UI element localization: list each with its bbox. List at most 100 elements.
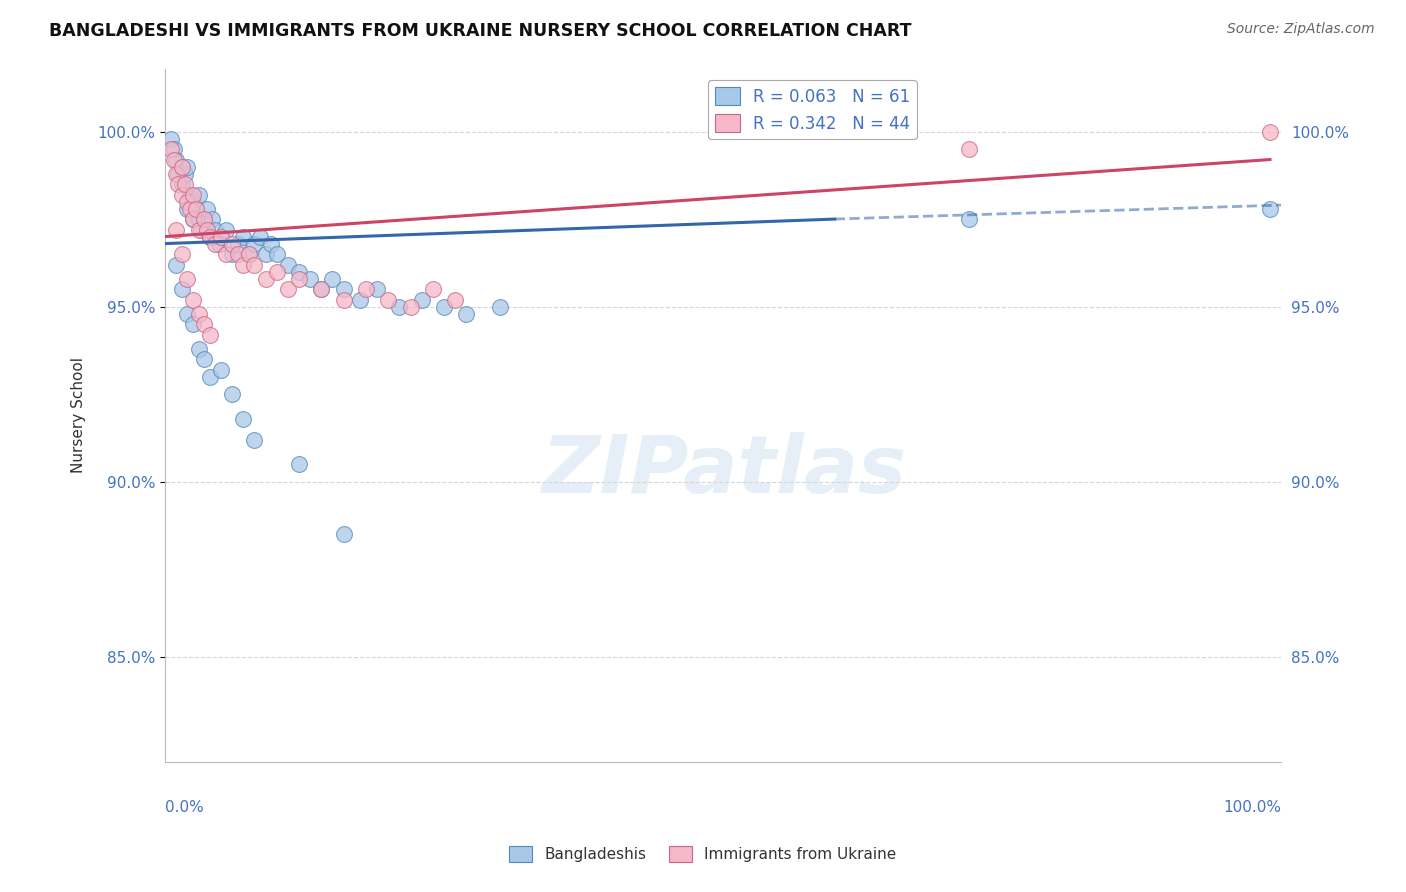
Text: ZIPatlas: ZIPatlas [540,432,905,509]
Point [201,212,224,227]
Text: Source: ZipAtlas.com: Source: ZipAtlas.com [1227,22,1375,37]
Point [193,352,215,367]
Point [232,229,254,244]
Point [1258,202,1281,216]
Point [193,212,215,227]
Point [176,160,198,174]
Point [238,247,260,261]
Point [186,202,208,216]
Point [226,236,249,251]
Point [187,222,209,236]
Point [260,236,283,251]
Point [311,282,333,296]
Point [174,167,197,181]
Point [209,362,232,376]
Point [489,300,512,314]
Point [354,282,377,296]
Legend: R = 0.063   N = 61, R = 0.342   N = 44: R = 0.063 N = 61, R = 0.342 N = 44 [709,80,917,139]
Point [186,202,208,216]
Point [193,317,215,331]
Point [179,202,201,216]
Point [163,153,186,167]
Point [377,293,399,307]
Point [165,167,187,181]
Point [411,293,433,307]
Point [198,229,221,244]
Point [243,236,266,251]
Point [957,212,980,227]
Point [181,212,204,227]
Point [221,247,243,261]
Point [957,142,980,156]
Point [181,212,204,227]
Point [266,247,288,261]
Text: BANGLADESHI VS IMMIGRANTS FROM UKRAINE NURSERY SCHOOL CORRELATION CHART: BANGLADESHI VS IMMIGRANTS FROM UKRAINE N… [49,22,911,40]
Point [277,258,299,272]
Point [181,187,204,202]
Point [170,247,193,261]
Point [366,282,388,296]
Point [165,153,187,167]
Point [197,222,219,236]
Point [181,317,204,331]
Point [249,229,271,244]
Point [167,177,190,191]
Point [209,229,232,244]
Point [159,142,181,156]
Point [444,293,467,307]
Point [187,342,209,356]
Point [399,300,422,314]
Legend: Bangladeshis, Immigrants from Ukraine: Bangladeshis, Immigrants from Ukraine [503,840,903,868]
Point [254,271,277,285]
Point [388,300,411,314]
Point [221,387,243,401]
Point [254,247,277,261]
Point [232,411,254,425]
Point [170,177,193,191]
Point [332,293,354,307]
Point [288,264,311,278]
Point [332,527,354,541]
Point [176,307,198,321]
Point [456,307,478,321]
Point [226,247,249,261]
Point [208,236,231,251]
Point [170,282,193,296]
Point [187,187,209,202]
Point [163,142,186,156]
Point [170,160,193,174]
Point [243,433,266,447]
Point [215,247,238,261]
Point [187,307,209,321]
Point [197,202,219,216]
Text: 0.0%: 0.0% [165,800,204,815]
Point [165,258,187,272]
Point [181,293,204,307]
Point [181,194,204,209]
Point [198,369,221,384]
Point [190,222,212,236]
Point [288,457,311,471]
Point [288,271,311,285]
Point [433,300,456,314]
Point [266,264,288,278]
Y-axis label: Nursery School: Nursery School [72,357,86,473]
Point [221,236,243,251]
Point [299,271,322,285]
Point [332,282,354,296]
Text: 100.0%: 100.0% [1223,800,1281,815]
Point [204,222,226,236]
Point [232,258,254,272]
Point [311,282,333,296]
Point [243,258,266,272]
Point [193,212,215,227]
Point [215,222,238,236]
Point [321,271,343,285]
Point [204,236,226,251]
Point [198,327,221,342]
Point [187,212,209,227]
Point [167,167,190,181]
Point [174,177,197,191]
Point [170,187,193,202]
Point [176,271,198,285]
